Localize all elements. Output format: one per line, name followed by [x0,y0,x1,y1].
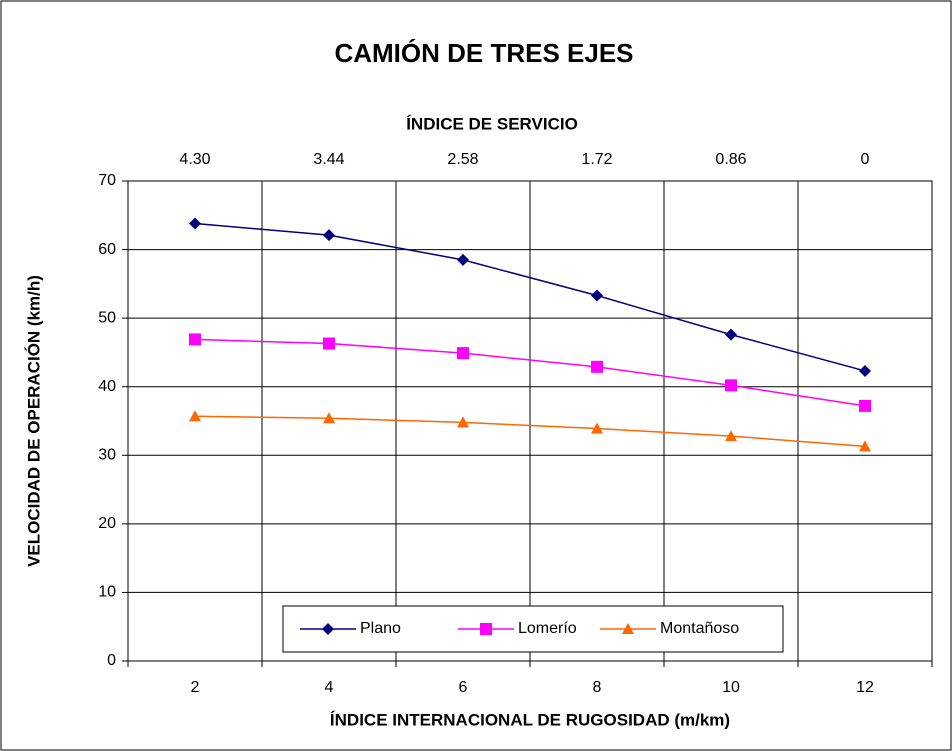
marker [859,399,871,412]
marker [480,623,492,635]
y-axis-label: VELOCIDAD DE OPERACIÓN (km/h) [24,275,43,567]
y-tick-label: 0 [107,652,116,669]
x-tick-label: 12 [856,679,874,696]
series-line [194,222,866,372]
y-tick-label: 60 [98,241,116,258]
legend-box [282,605,784,653]
marker [859,440,871,452]
x-tick-label: 10 [722,679,740,696]
top-axis-label: ÍNDICE DE SERVICIO [406,114,578,133]
x-axis-label: ÍNDICE INTERNACIONAL DE RUGOSIDAD (m/km) [330,710,730,729]
x-tick-label: 6 [459,679,468,696]
marker [725,379,737,392]
x-tick-label: 8 [593,679,602,696]
y-tick-label: 10 [98,584,116,601]
marker [189,410,201,422]
chart-title: CAMIÓN DE TRES EJES [334,38,633,68]
y-tick-label: 70 [98,172,116,189]
marker [457,253,469,266]
marker [322,623,334,635]
marker [323,412,335,424]
top-tick-label: 0.86 [715,151,746,168]
y-tick-label: 40 [98,378,116,395]
top-tick-label: 1.72 [581,151,612,168]
top-tick-label: 4.30 [179,151,210,168]
marker [591,289,603,302]
x-tick-label: 2 [191,679,200,696]
marker [725,430,737,442]
marker [591,422,603,434]
marker [622,623,634,634]
legend-label: Plano [360,620,401,637]
marker [725,328,737,341]
y-tick-label: 30 [98,447,116,464]
legend-label: Montañoso [660,620,739,637]
top-tick-label: 2.58 [447,151,478,168]
marker [859,364,871,377]
marker [591,360,603,373]
y-tick-label: 50 [98,309,116,326]
top-tick-label: 3.44 [313,151,344,168]
marker [189,333,201,346]
top-tick-label: 0 [861,151,870,168]
series-line [194,338,866,407]
marker [323,337,335,350]
legend-label: Lomerío [518,620,577,637]
x-tick-label: 4 [325,679,334,696]
y-tick-label: 20 [98,515,116,532]
marker [457,416,469,428]
series-line [194,415,866,448]
marker [323,229,335,242]
marker [189,217,201,230]
marker [457,347,469,360]
